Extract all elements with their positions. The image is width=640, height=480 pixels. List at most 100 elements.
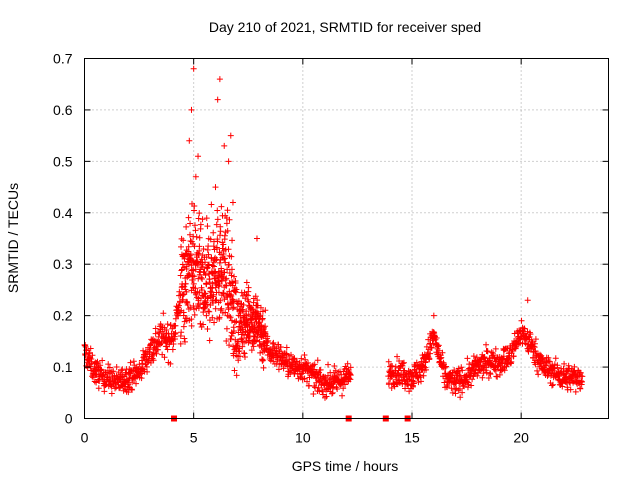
data-point: [396, 358, 403, 365]
data-point: [203, 280, 210, 287]
data-point: [254, 297, 261, 304]
data-point: [471, 370, 478, 377]
data-point: [190, 280, 197, 287]
data-point: [136, 371, 143, 378]
data-point: [214, 216, 221, 223]
data-point: [201, 269, 208, 276]
data-point: [216, 76, 223, 83]
data-point: [191, 273, 198, 280]
data-point: [458, 364, 465, 371]
data-point: [543, 362, 550, 369]
data-point: [127, 359, 134, 366]
data-point: [257, 322, 264, 329]
data-point: [178, 329, 185, 336]
data-point: [223, 282, 230, 289]
data-point: [196, 243, 203, 250]
data-point: [545, 358, 552, 365]
data-point: [186, 137, 193, 144]
data-point: [430, 312, 437, 319]
data-point: [118, 367, 125, 374]
data-point: [176, 288, 183, 295]
data-point: [310, 391, 317, 398]
data-point: [423, 366, 430, 373]
data-point: [464, 378, 471, 385]
data-point: [220, 290, 227, 297]
data-point: [129, 379, 136, 386]
data-point: [198, 274, 205, 281]
data-point: [229, 305, 236, 312]
data-point: [326, 376, 333, 383]
data-point: [185, 248, 192, 255]
data-point: [228, 293, 235, 300]
data-point: [217, 297, 224, 304]
data-point: [251, 333, 258, 340]
data-point: [204, 326, 211, 333]
data-point: [410, 380, 417, 387]
data-point: [552, 355, 559, 362]
data-point: [530, 343, 537, 350]
data-point: [239, 343, 246, 350]
data-point: [227, 336, 234, 343]
data-point: [189, 276, 196, 283]
data-point: [224, 294, 231, 301]
data-point: [223, 325, 230, 332]
data-point: [87, 345, 94, 352]
grid-lines: [84, 58, 609, 419]
data-point: [182, 280, 189, 287]
data-point: [227, 314, 234, 321]
data-point: [200, 245, 207, 252]
x-tick-label: 20: [513, 430, 529, 446]
data-point: [229, 199, 236, 206]
data-point: [199, 263, 206, 270]
data-point: [339, 392, 346, 399]
data-point: [464, 384, 471, 391]
x-tick-label: 15: [404, 430, 420, 446]
data-point: [306, 382, 313, 389]
data-point: [323, 393, 330, 400]
data-point: [479, 374, 486, 381]
data-point: [531, 340, 538, 347]
data-point: [388, 384, 395, 391]
data-point: [213, 221, 220, 228]
data-point: [210, 293, 217, 300]
data-point: [325, 361, 332, 368]
data-point: [505, 355, 512, 362]
data-point: [492, 345, 499, 352]
axis-ticks: 0 5 10 15 20 0 0.1 0.2 0.3 0.4 0.5 0.6 0.7: [53, 51, 609, 446]
data-point: [191, 311, 198, 318]
data-point: [172, 329, 179, 336]
data-point: [205, 261, 212, 268]
data-point: [402, 385, 409, 392]
data-point: [181, 335, 188, 342]
data-point: [344, 360, 351, 367]
y-tick-label: 0.2: [53, 308, 73, 324]
data-point: [548, 382, 555, 389]
data-point: [152, 325, 159, 332]
data-point: [188, 316, 195, 323]
data-point: [329, 384, 336, 391]
data-point: [245, 284, 252, 291]
data-point: [177, 340, 184, 347]
data-point: [340, 385, 347, 392]
data-point: [542, 362, 549, 369]
data-point: [183, 266, 190, 273]
data-point: [144, 368, 151, 375]
data-point: [102, 381, 109, 388]
data-point: [192, 285, 199, 292]
data-point: [186, 231, 193, 238]
data-point: [205, 243, 212, 250]
data-point: [188, 106, 195, 113]
data-point: [572, 388, 579, 395]
data-point: [214, 207, 221, 214]
data-point: [214, 238, 221, 245]
data-point: [251, 325, 258, 332]
data-point: [196, 234, 203, 241]
data-point: [178, 243, 185, 250]
data-point: [527, 331, 534, 338]
data-point: [317, 366, 324, 373]
data-point: [291, 355, 298, 362]
data-point: [322, 373, 329, 380]
data-point: [209, 314, 216, 321]
data-point: [210, 229, 217, 236]
data-point: [86, 349, 93, 356]
